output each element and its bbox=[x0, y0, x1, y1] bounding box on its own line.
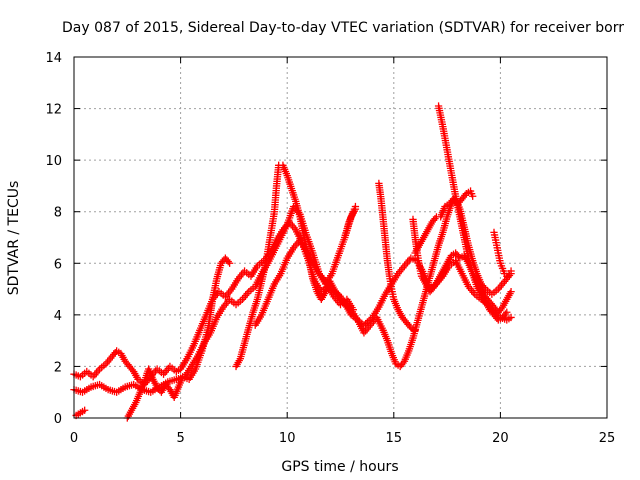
x-tick-labels: 0 5 10 15 20 25 bbox=[70, 431, 615, 446]
series-11 bbox=[341, 202, 360, 242]
x-tick-label: 5 bbox=[176, 431, 184, 446]
x-tick-label: 10 bbox=[279, 431, 296, 446]
x-tick-label: 0 bbox=[70, 431, 78, 446]
data-point bbox=[411, 326, 419, 334]
plot-frame bbox=[73, 56, 608, 419]
series-9 bbox=[409, 215, 515, 316]
data-points bbox=[70, 102, 515, 422]
series-8 bbox=[411, 187, 477, 257]
y-tick-label: 6 bbox=[54, 257, 62, 272]
chart-title: Day 087 of 2015, Sidereal Day-to-day VTE… bbox=[62, 20, 624, 36]
data-point bbox=[507, 313, 515, 322]
y-axis-label: SDTVAR / TECUs bbox=[6, 181, 22, 296]
series-3 bbox=[72, 406, 89, 420]
y-tick-label: 0 bbox=[54, 412, 62, 427]
y-tick-label: 4 bbox=[54, 309, 62, 324]
data-point bbox=[81, 406, 89, 414]
series-10 bbox=[490, 228, 515, 280]
x-axis-label: GPS time / hours bbox=[281, 459, 398, 475]
series-2 bbox=[123, 254, 234, 422]
data-point bbox=[351, 202, 360, 211]
axis-ticks bbox=[73, 56, 608, 419]
y-tick-label: 8 bbox=[54, 206, 62, 221]
x-tick-label: 25 bbox=[599, 431, 616, 446]
data-point bbox=[225, 259, 234, 267]
y-tick-label: 14 bbox=[45, 51, 62, 66]
x-tick-label: 20 bbox=[492, 431, 509, 446]
y-tick-labels: 0 2 4 6 8 10 12 14 bbox=[45, 51, 62, 427]
y-tick-label: 2 bbox=[54, 360, 62, 375]
y-tick-label: 12 bbox=[45, 103, 62, 118]
y-tick-label: 10 bbox=[45, 154, 62, 169]
data-point bbox=[507, 267, 515, 275]
data-point bbox=[503, 308, 511, 316]
x-tick-label: 15 bbox=[386, 431, 403, 446]
data-point bbox=[507, 288, 515, 296]
series-7 bbox=[375, 179, 419, 334]
data-point bbox=[469, 192, 477, 200]
gridlines bbox=[74, 57, 607, 418]
